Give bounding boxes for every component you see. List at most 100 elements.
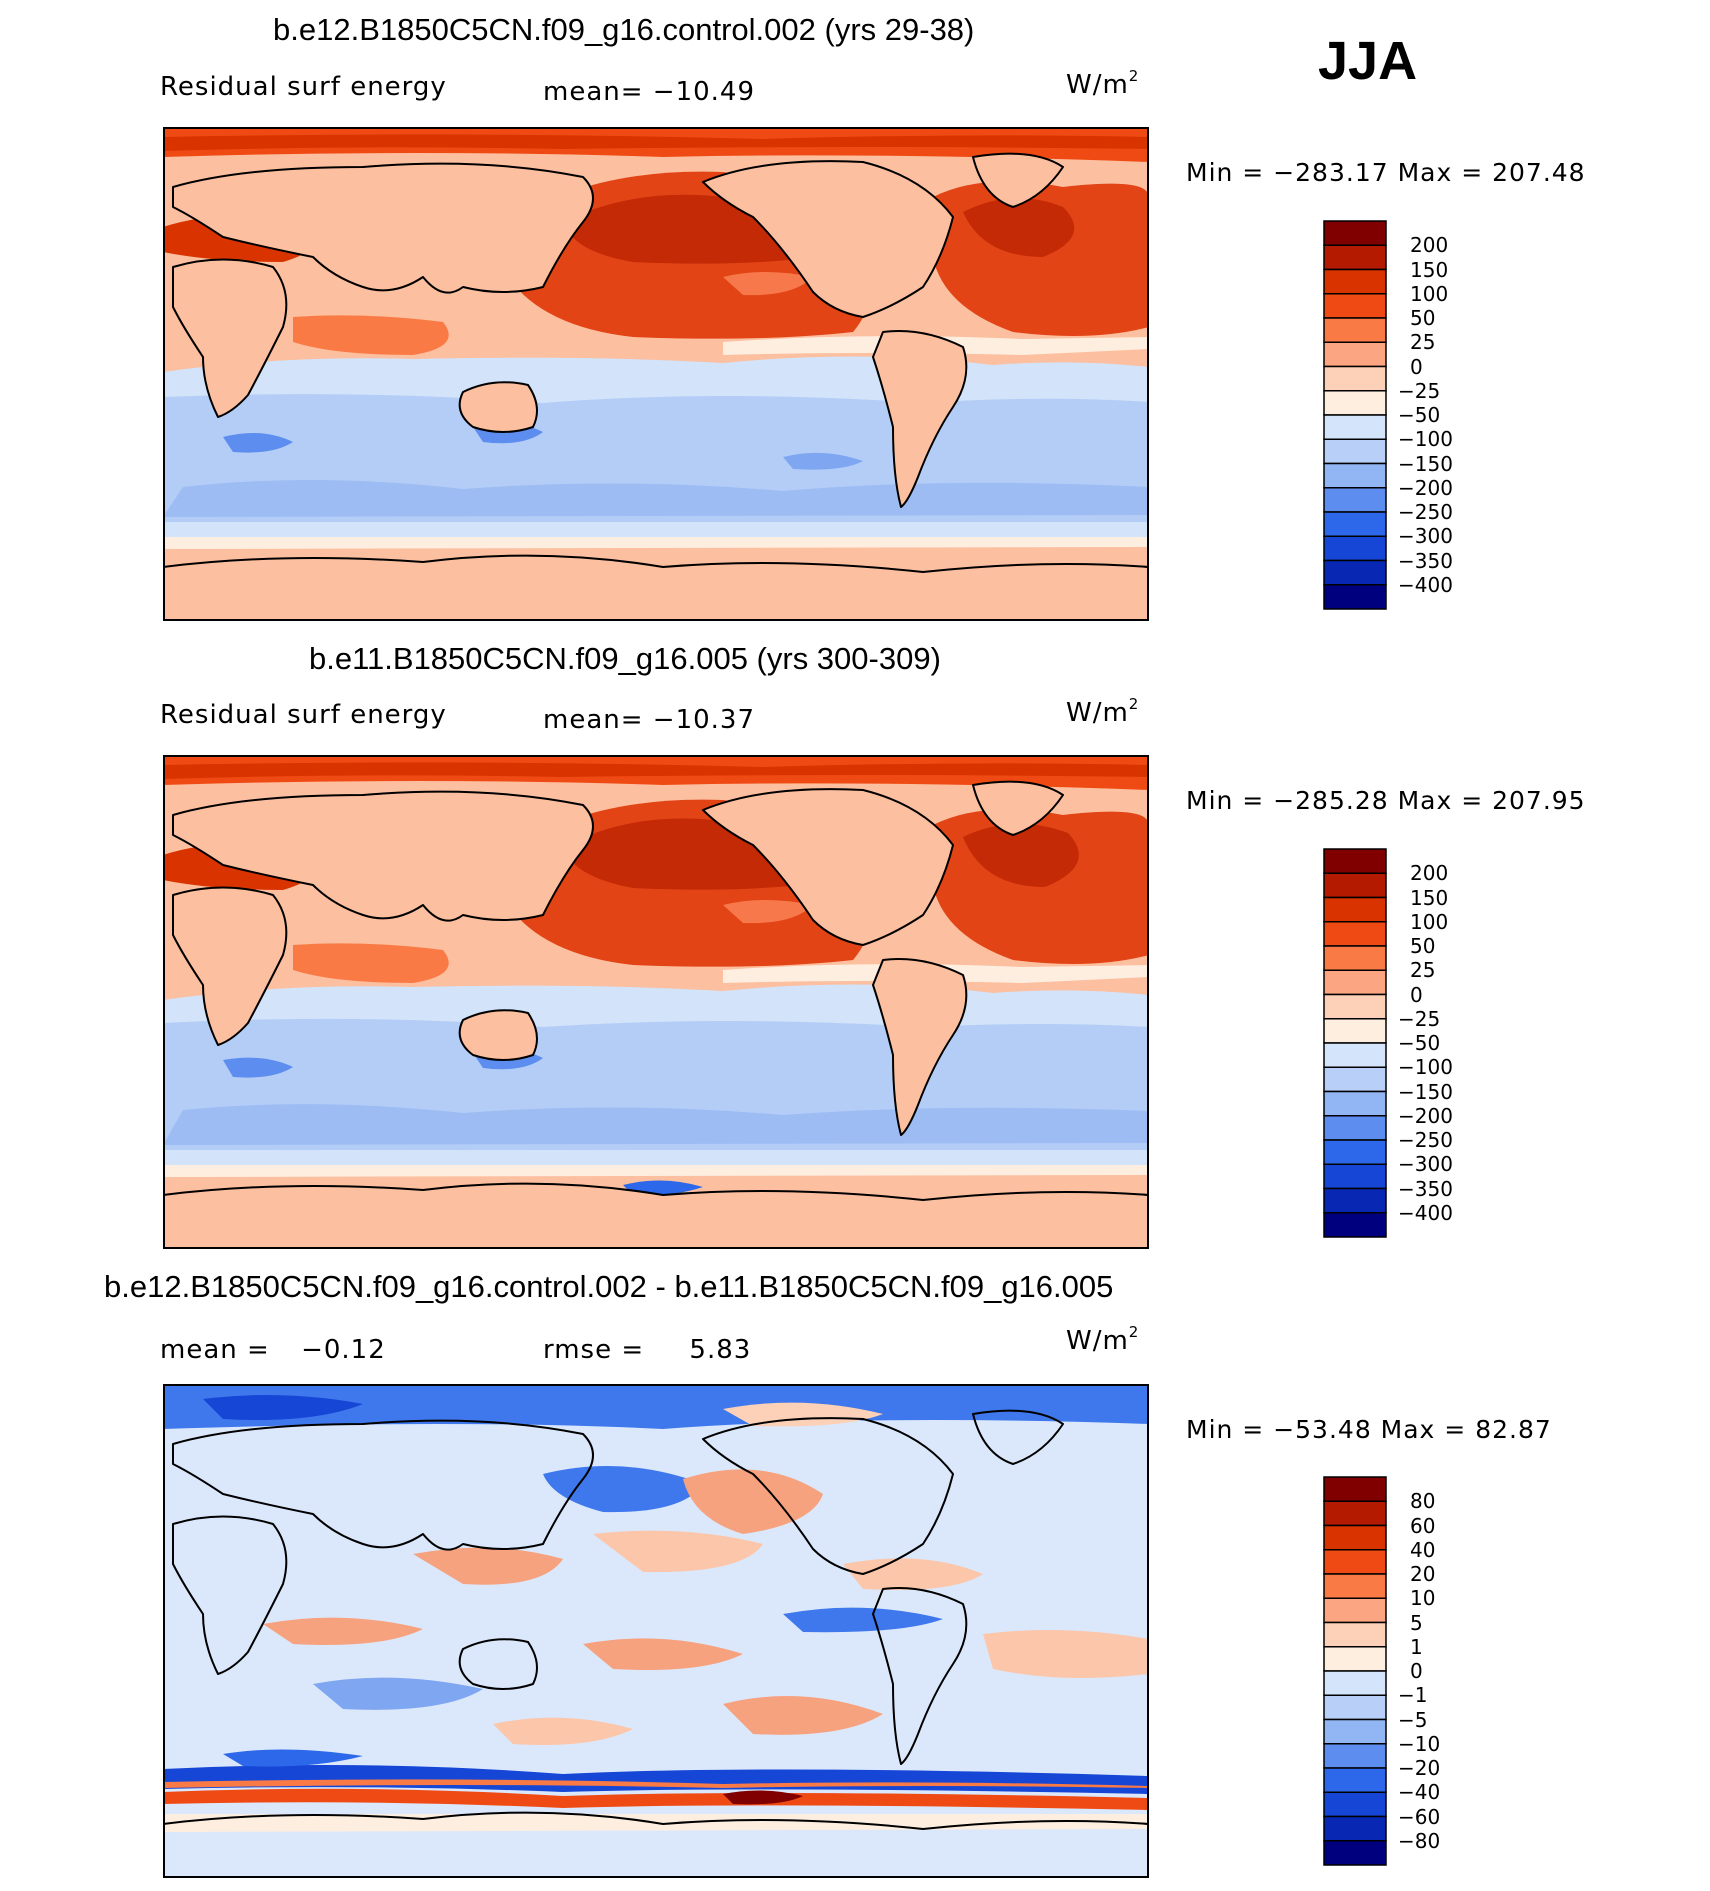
panel-3-mean: mean = −0.12 <box>160 1335 386 1365</box>
panel-2-mean-value: −10.37 <box>652 705 756 735</box>
colorbar-2-tick-label: −300 <box>1398 1152 1453 1177</box>
panel-1-colorbar <box>1323 220 1387 610</box>
colorbar-3-tick-label: 40 <box>1410 1537 1436 1562</box>
colorbar-2-box-13 <box>1323 1163 1387 1190</box>
colorbar-1-tick-label: −100 <box>1398 427 1453 452</box>
colorbar-1-box-8 <box>1323 414 1387 440</box>
colorbar-2-tick-label: −200 <box>1398 1103 1453 1128</box>
panel-2-units: W/m2 <box>1066 695 1140 729</box>
colorbar-3-box-7 <box>1323 1646 1387 1672</box>
panel-1-variable-label: Residual surf energy <box>160 72 447 102</box>
colorbar-2-box-1 <box>1323 872 1387 899</box>
panel-2-mean: mean= −10.37 <box>543 705 755 735</box>
colorbar-3-box-11 <box>1323 1743 1387 1769</box>
colorbar-2-box-0 <box>1323 848 1387 874</box>
colorbar-2-box-4 <box>1323 945 1387 971</box>
panel-3-rmse-label: rmse = <box>543 1335 645 1365</box>
colorbar-3-tick-label: 60 <box>1410 1513 1436 1538</box>
panel-1-title: b.e12.B1850C5CN.f09_g16.control.002 (yrs… <box>273 12 975 47</box>
colorbar-2-box-7 <box>1323 1018 1387 1044</box>
colorbar-1-box-1 <box>1323 244 1387 271</box>
colorbar-1-box-2 <box>1323 268 1387 295</box>
colorbar-3-box-4 <box>1323 1573 1387 1599</box>
panel-1-map <box>163 127 1149 621</box>
colorbar-1-box-10 <box>1323 462 1387 489</box>
colorbar-3-box-3 <box>1323 1549 1387 1575</box>
colorbar-3-box-14 <box>1323 1815 1387 1842</box>
colorbar-3-tick-label: 80 <box>1410 1489 1436 1514</box>
colorbar-3-tick-label: −80 <box>1398 1828 1441 1853</box>
colorbar-2-tick-label: 0 <box>1410 982 1423 1007</box>
colorbar-3-box-0 <box>1323 1476 1387 1502</box>
panel-3-mean-label: mean = <box>160 1335 270 1365</box>
colorbar-1-tick-label: −25 <box>1398 378 1441 403</box>
colorbar-1-tick-label: −50 <box>1398 403 1441 427</box>
colorbar-3-tick-label: −20 <box>1398 1756 1441 1780</box>
colorbar-3-tick-label: −1 <box>1398 1683 1428 1708</box>
colorbar-1-tick-label: 0 <box>1410 354 1423 379</box>
panel-3-units: W/m2 <box>1066 1323 1140 1357</box>
colorbar-1-tick-label: −350 <box>1398 548 1453 573</box>
panel-1-mean-value: −10.49 <box>652 77 756 107</box>
colorbar-3-tick-label: −60 <box>1398 1804 1441 1829</box>
colorbar-2-box-5 <box>1323 969 1387 996</box>
colorbar-2-tick-label: −25 <box>1398 1006 1441 1031</box>
colorbar-3-tick-label: 5 <box>1410 1610 1423 1635</box>
colorbar-3-tick-label: 10 <box>1410 1586 1436 1611</box>
colorbar-2-box-10 <box>1323 1090 1387 1117</box>
panel-2-title: b.e11.B1850C5CN.f09_g16.005 (yrs 300-309… <box>309 641 941 676</box>
season-label: JJA <box>1318 31 1418 91</box>
colorbar-1-box-5 <box>1323 341 1387 368</box>
colorbar-3-tick-label: −10 <box>1398 1731 1441 1756</box>
colorbar-2-tick-label: −100 <box>1398 1055 1453 1080</box>
colorbar-3-box-2 <box>1323 1524 1387 1551</box>
panel-3-mean-value: −0.12 <box>301 1335 386 1365</box>
colorbar-2-box-3 <box>1323 921 1387 947</box>
colorbar-1-box-0 <box>1323 220 1387 246</box>
colorbar-1-tick-label: −300 <box>1398 524 1453 549</box>
colorbar-3-box-15 <box>1323 1840 1387 1866</box>
colorbar-2-box-9 <box>1323 1066 1387 1093</box>
colorbar-3-tick-label: −40 <box>1398 1780 1441 1805</box>
panel-2-colorbar <box>1323 848 1387 1238</box>
colorbar-3-tick-label: 1 <box>1410 1634 1423 1659</box>
colorbar-3-box-1 <box>1323 1500 1387 1527</box>
panel-1-minmax: Min = −283.17 Max = 207.48 <box>1186 158 1586 187</box>
colorbar-3-box-5 <box>1323 1597 1387 1624</box>
colorbar-2-box-14 <box>1323 1187 1387 1214</box>
colorbar-2-tick-label: −50 <box>1398 1031 1441 1055</box>
colorbar-1-box-3 <box>1323 293 1387 319</box>
colorbar-1-tick-label: −200 <box>1398 475 1453 500</box>
colorbar-2-box-8 <box>1323 1042 1387 1068</box>
colorbar-1-tick-label: 200 <box>1410 233 1449 258</box>
colorbar-3-box-12 <box>1323 1767 1387 1793</box>
panel-3-colorbar <box>1323 1476 1387 1866</box>
colorbar-1-box-9 <box>1323 438 1387 465</box>
colorbar-1-tick-label: −150 <box>1398 451 1453 476</box>
panel-1-mean-label: mean= <box>543 77 644 107</box>
colorbar-2-tick-label: 25 <box>1410 958 1436 983</box>
panel-2-map <box>163 755 1149 1249</box>
colorbar-1-tick-label: 100 <box>1410 281 1449 306</box>
colorbar-2-tick-label: −250 <box>1398 1128 1453 1152</box>
colorbar-1-tick-label: 50 <box>1410 306 1436 330</box>
colorbar-3-tick-label: −5 <box>1398 1707 1428 1732</box>
colorbar-1-box-4 <box>1323 317 1387 343</box>
colorbar-3-box-8 <box>1323 1670 1387 1696</box>
colorbar-3-box-10 <box>1323 1718 1387 1745</box>
panel-2-variable-label: Residual surf energy <box>160 700 447 730</box>
panel-3-rmse-value: 5.83 <box>689 1335 752 1365</box>
panel-2-mean-label: mean= <box>543 705 644 735</box>
colorbar-3-box-9 <box>1323 1694 1387 1721</box>
panel-3-rmse: rmse = 5.83 <box>543 1335 751 1365</box>
panel-2-minmax: Min = −285.28 Max = 207.95 <box>1186 786 1586 815</box>
colorbar-1-box-14 <box>1323 559 1387 586</box>
colorbar-1-box-6 <box>1323 365 1387 392</box>
colorbar-1-tick-label: 25 <box>1410 330 1436 355</box>
colorbar-2-tick-label: −400 <box>1398 1200 1453 1225</box>
colorbar-2-box-6 <box>1323 993 1387 1020</box>
colorbar-3-tick-label: 20 <box>1410 1562 1436 1586</box>
colorbar-2-tick-label: 150 <box>1410 885 1449 910</box>
colorbar-2-box-12 <box>1323 1139 1387 1165</box>
colorbar-1-box-7 <box>1323 390 1387 416</box>
